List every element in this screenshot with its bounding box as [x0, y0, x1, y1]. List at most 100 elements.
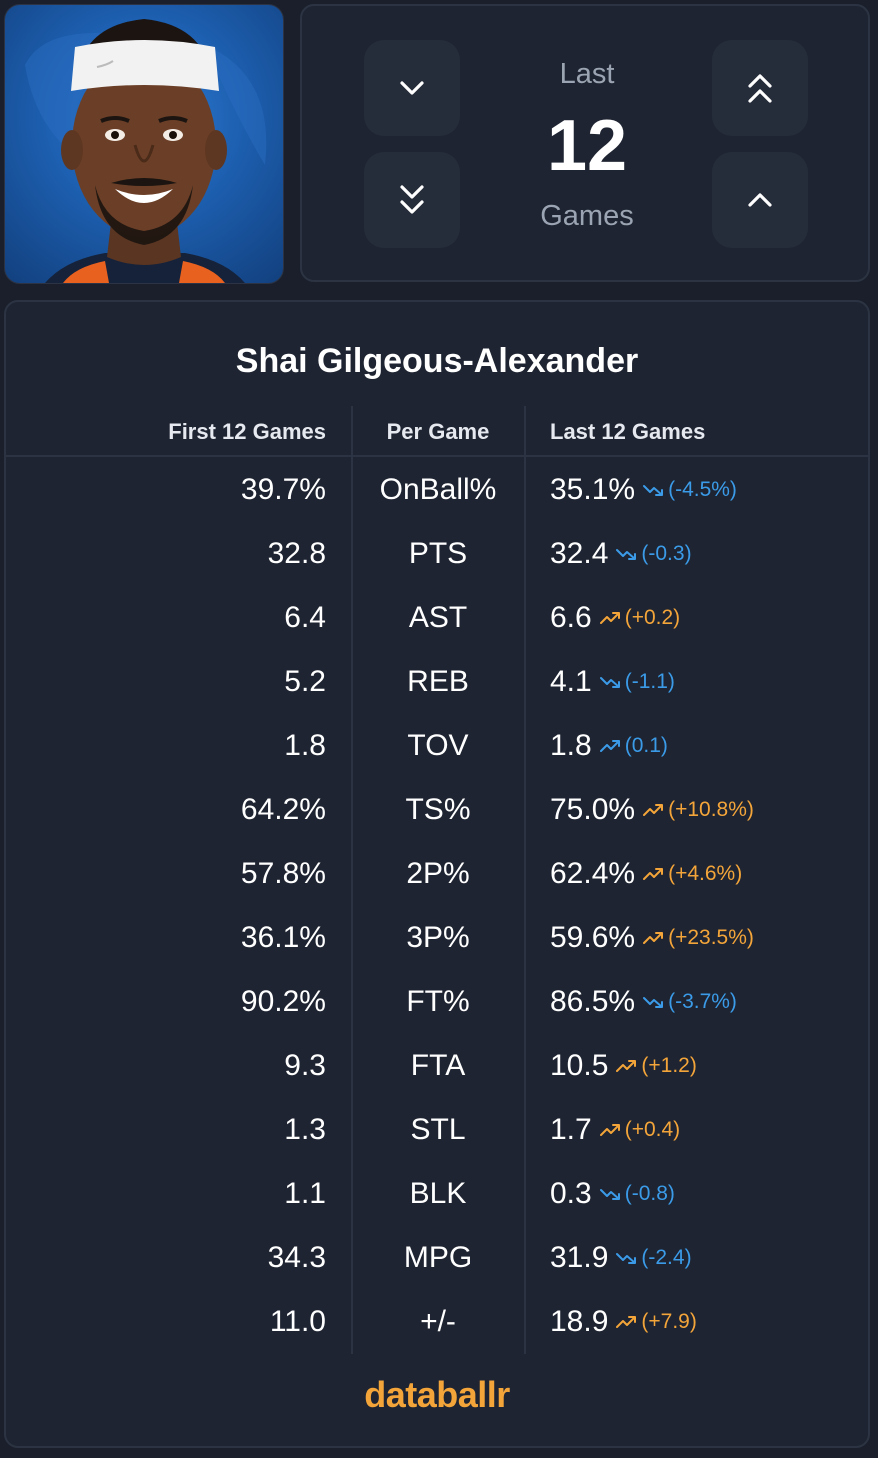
games-count: 12 — [546, 106, 628, 186]
trend-down-icon — [599, 1186, 622, 1202]
stat-name: FTA — [410, 1049, 466, 1082]
table-row: 90.2% FT% 86.5% (-3.7%) — [6, 970, 868, 1034]
last-games-value: 18.9 — [550, 1305, 609, 1338]
trend-down-icon — [599, 674, 622, 690]
table-row: 36.1% 3P% 59.6% (+23.5%) — [6, 906, 868, 970]
stat-name: PTS — [408, 537, 468, 570]
last-games-value: 86.5% — [550, 985, 636, 1018]
first-games-value: 39.7% — [240, 473, 326, 506]
delta-value: (-1.1) — [624, 670, 675, 693]
last-games-cell: 31.9 (-2.4) — [550, 1226, 692, 1290]
stat-name: REB — [407, 665, 469, 698]
stat-name: AST — [408, 601, 468, 634]
stats-comparison-card: Shai Gilgeous-Alexander First 12 Games P… — [4, 300, 870, 1448]
first-games-value: 6.4 — [284, 601, 326, 634]
table-row: 64.2% TS% 75.0% (+10.8%) — [6, 778, 868, 842]
last-games-value: 59.6% — [550, 921, 636, 954]
table-row: 32.8 PTS 32.4 (-0.3) — [6, 522, 868, 586]
column-divider-right — [524, 406, 526, 1354]
stat-name: 3P% — [406, 921, 470, 954]
first-games-value: 5.2 — [284, 665, 326, 698]
table-row: 11.0 +/- 18.9 (+7.9) — [6, 1290, 868, 1354]
last-games-cell: 0.3 (-0.8) — [550, 1162, 675, 1226]
last-games-value: 32.4 — [550, 537, 609, 570]
first-games-value: 34.3 — [267, 1241, 326, 1274]
player-photo — [4, 4, 284, 284]
increase-many-button[interactable] — [712, 40, 808, 136]
delta-value: (+10.8%) — [668, 798, 754, 821]
last-games-cell: 1.8 (0.1) — [550, 714, 668, 778]
delta-value: (+4.6%) — [668, 862, 743, 885]
delta-value: (-0.8) — [624, 1182, 675, 1205]
header-last-games: Last 12 Games — [550, 419, 706, 444]
stat-name: +/- — [420, 1305, 456, 1338]
table-row: 1.3 STL 1.7 (+0.4) — [6, 1098, 868, 1162]
first-games-value: 1.3 — [284, 1113, 326, 1146]
last-games-cell: 1.7 (+0.4) — [550, 1098, 680, 1162]
table-row: 9.3 FTA 10.5 (+1.2) — [6, 1034, 868, 1098]
header-first-games: First 12 Games — [168, 419, 326, 444]
trend-up-icon — [616, 1314, 638, 1330]
trend-down-icon — [643, 482, 665, 498]
stat-name: TOV — [407, 729, 469, 762]
first-games-value: 1.8 — [284, 729, 326, 762]
table-row: 39.7% OnBall% 35.1% (-4.5%) — [6, 458, 868, 522]
trend-up-icon — [599, 610, 622, 626]
increase-one-button[interactable] — [712, 152, 808, 248]
table-row: 1.1 BLK 0.3 (-0.8) — [6, 1162, 868, 1226]
double-chevron-up-icon — [748, 74, 772, 103]
table-row: 5.2 REB 4.1 (-1.1) — [6, 650, 868, 714]
column-divider-left — [351, 406, 353, 1354]
last-games-cell: 10.5 (+1.2) — [550, 1034, 697, 1098]
first-games-value: 9.3 — [284, 1049, 326, 1082]
last-games-cell: 6.6 (+0.2) — [550, 586, 680, 650]
first-games-value: 32.8 — [267, 537, 326, 570]
trend-up-icon — [599, 738, 622, 754]
delta-value: (-4.5%) — [668, 478, 737, 501]
last-games-value: 62.4% — [550, 857, 636, 890]
table-row: 1.8 TOV 1.8 (0.1) — [6, 714, 868, 778]
first-games-value: 57.8% — [240, 857, 326, 890]
stat-name: TS% — [405, 793, 471, 826]
last-games-value: 75.0% — [550, 793, 636, 826]
stat-name: 2P% — [406, 857, 470, 890]
trend-down-icon — [616, 1250, 638, 1266]
chevron-up-icon — [748, 193, 772, 207]
player-name: Shai Gilgeous-Alexander — [235, 342, 639, 380]
first-games-value: 36.1% — [240, 921, 326, 954]
table-row: 34.3 MPG 31.9 (-2.4) — [6, 1226, 868, 1290]
last-games-value: 4.1 — [550, 665, 592, 698]
decrease-one-button[interactable] — [364, 40, 460, 136]
chevron-down-icon — [400, 81, 424, 95]
last-games-cell: 4.1 (-1.1) — [550, 650, 675, 714]
last-games-value: 1.7 — [550, 1113, 592, 1146]
double-chevron-down-icon — [400, 185, 424, 214]
table-row: 6.4 AST 6.6 (+0.2) — [6, 586, 868, 650]
stat-name: STL — [410, 1113, 466, 1146]
delta-value: (-3.7%) — [668, 990, 737, 1013]
last-games-value: 0.3 — [550, 1177, 592, 1210]
trend-down-icon — [616, 546, 638, 562]
delta-value: (-2.4) — [641, 1246, 692, 1269]
last-games-value: 35.1% — [550, 473, 636, 506]
selector-label-top: Last — [559, 58, 615, 90]
stat-name: OnBall% — [379, 473, 497, 506]
delta-value: (+7.9) — [641, 1310, 697, 1333]
last-games-value: 10.5 — [550, 1049, 609, 1082]
delta-value: (-0.3) — [641, 542, 692, 565]
header-divider — [6, 455, 868, 457]
delta-value: (+0.4) — [624, 1118, 681, 1141]
last-games-cell: 18.9 (+7.9) — [550, 1290, 697, 1354]
last-games-cell: 35.1% (-4.5%) — [550, 458, 737, 522]
last-games-cell: 86.5% (-3.7%) — [550, 970, 737, 1034]
trend-up-icon — [643, 802, 665, 818]
last-games-cell: 75.0% (+10.8%) — [550, 778, 754, 842]
first-games-value: 1.1 — [284, 1177, 326, 1210]
decrease-many-button[interactable] — [364, 152, 460, 248]
trend-up-icon — [599, 1122, 622, 1138]
last-games-value: 1.8 — [550, 729, 592, 762]
trend-up-icon — [643, 930, 665, 946]
stat-name: FT% — [406, 985, 470, 1018]
stat-name: MPG — [403, 1241, 473, 1274]
